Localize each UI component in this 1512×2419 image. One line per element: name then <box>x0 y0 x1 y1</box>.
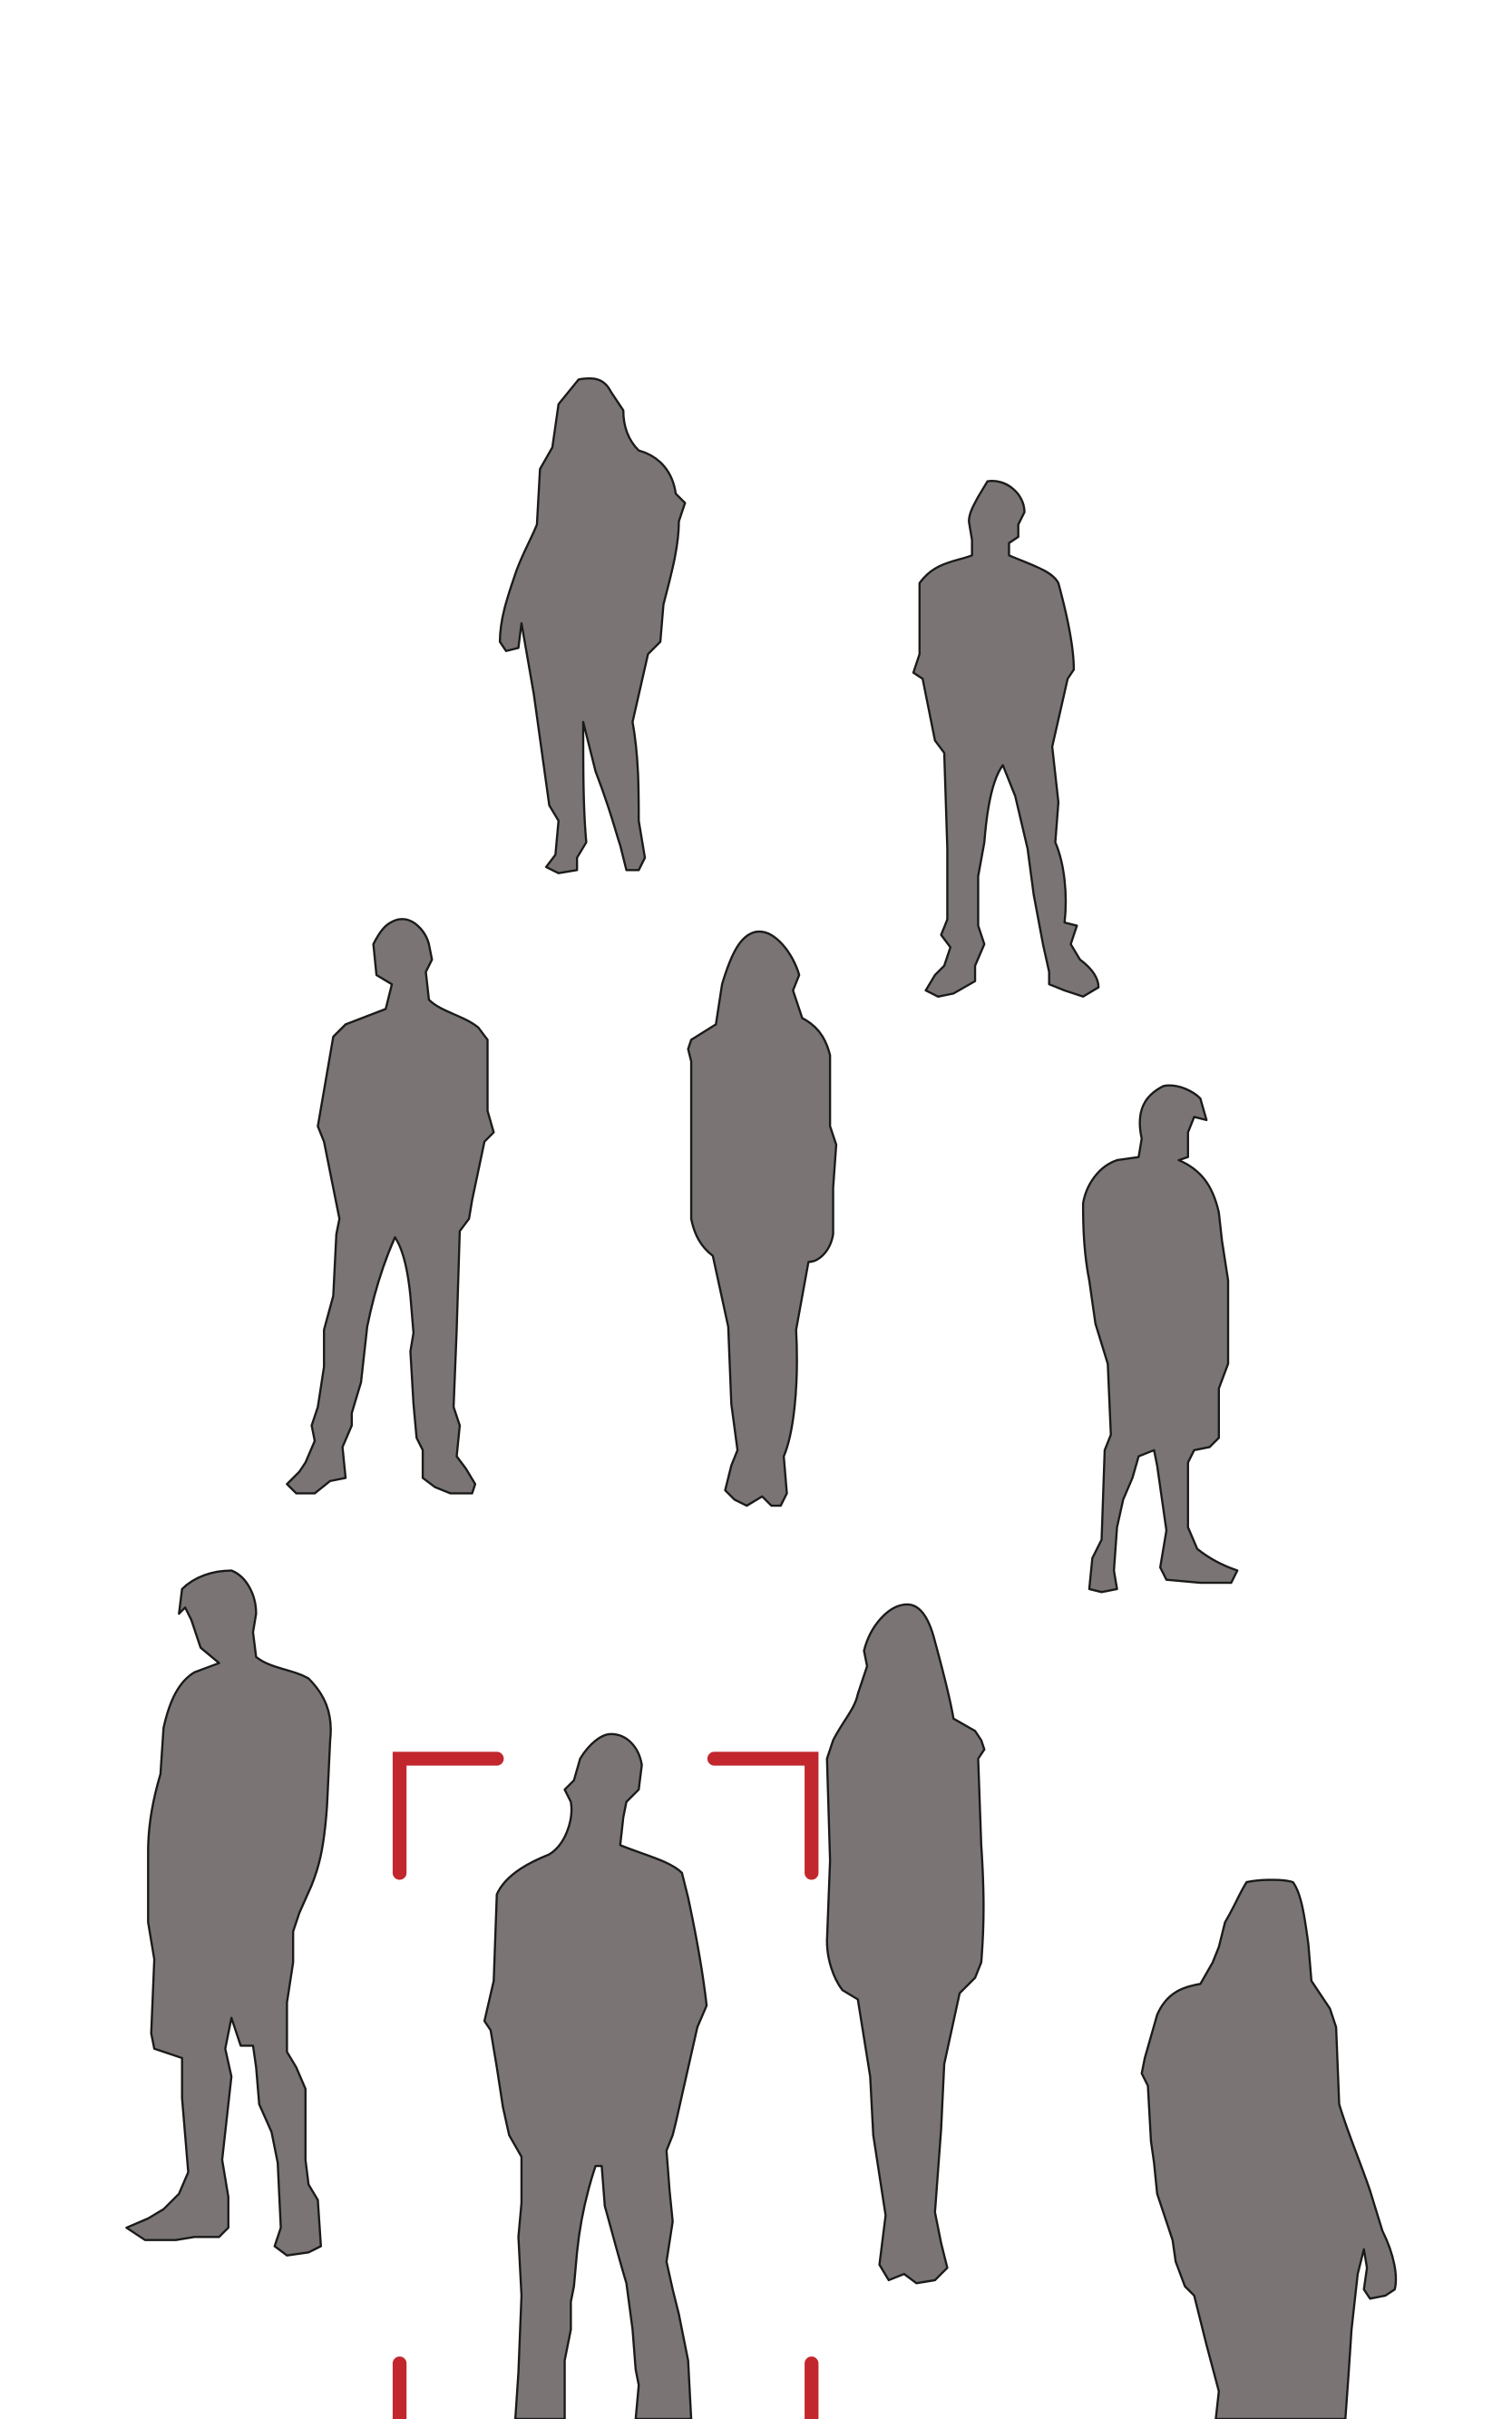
silhouette-woman-long-hair-bottom-right <box>1140 1878 1398 2419</box>
silhouette-woman-long-hair-bottom-center-right <box>825 1603 986 2285</box>
silhouette-man-standing-mid-left <box>286 918 495 1495</box>
silhouette-boy-shorts-mid-right <box>1081 1084 1239 1594</box>
silhouette-woman-long-hair-center <box>687 931 838 1507</box>
silhouette-man-framed-center <box>483 1732 708 2419</box>
silhouette-man-shorts-bottom-left <box>125 1569 332 2257</box>
silhouette-woman-long-hair-top-left <box>498 377 687 874</box>
viewfinder-corners-icon <box>392 1751 819 2419</box>
silhouette-man-hands-pockets-top-right <box>912 480 1100 998</box>
viewfinder-corner-top-left-icon <box>392 1751 504 1880</box>
viewfinder-corner-top-right-icon <box>707 1751 819 1880</box>
